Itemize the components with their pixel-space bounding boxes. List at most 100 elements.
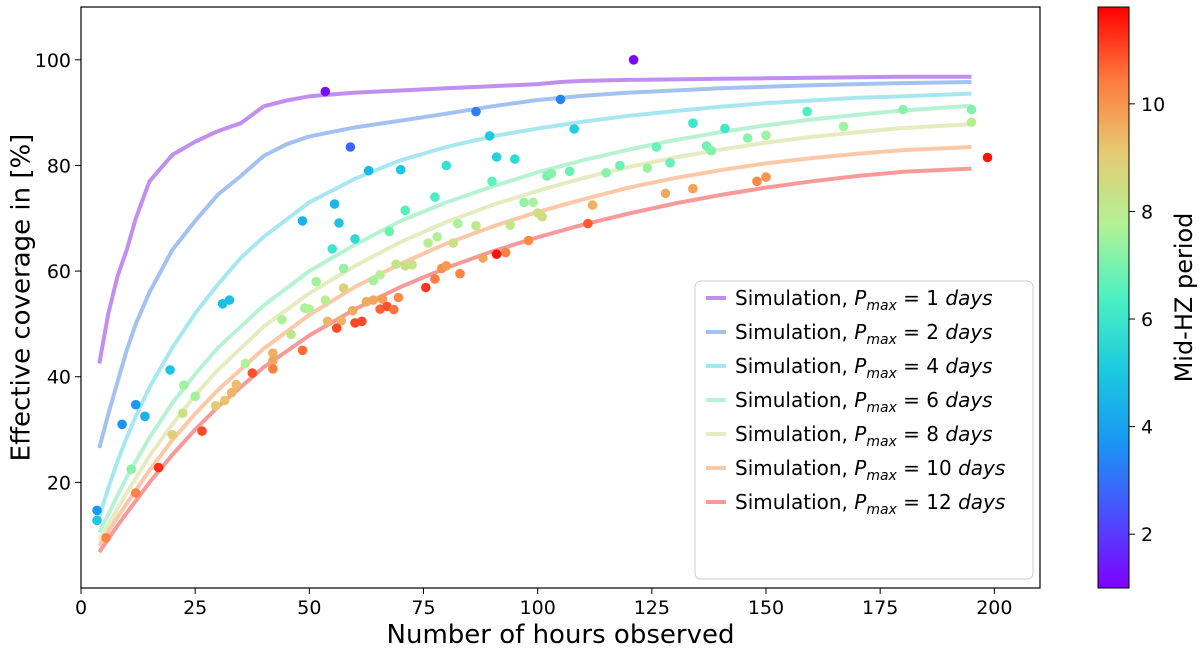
data-point [706,145,716,156]
data-point [491,249,502,259]
data-point [453,218,463,229]
data-point [101,533,111,543]
data-point [601,168,611,178]
simulation-lines [97,74,972,554]
data-point [519,197,529,208]
data-point [224,295,235,305]
data-point [268,348,278,358]
data-point [178,408,188,419]
data-point [92,505,102,516]
data-point [304,304,315,314]
data-point [564,166,575,177]
data-point [537,211,547,222]
series-line-3 [97,91,972,518]
data-point [336,315,347,326]
data-point [384,226,395,237]
colorbar-tick-label: 4 [1141,417,1153,439]
data-point [665,158,675,168]
data-point [117,419,127,430]
colorbar-tick-label: 2 [1141,524,1153,546]
data-point [569,124,579,134]
data-point [642,163,653,173]
data-point [430,192,440,202]
colorbar: 2 4 6 8 10 Mid-HZ period [1097,6,1198,589]
data-point [338,283,349,293]
data-point [487,176,497,187]
x-tick-label: 150 [748,597,784,619]
data-point [350,234,360,244]
observation-points [92,55,993,543]
data-point [478,253,488,263]
data-point [375,270,385,280]
data-point [982,152,993,163]
y-axis-ticks: 20 40 60 80 100 [35,50,81,494]
data-point [165,365,175,375]
data-point [268,356,278,366]
x-tick-label: 125 [634,597,670,619]
data-point [220,395,230,406]
x-axis-label: Number of hours observed [387,620,735,650]
y-tick-label: 40 [47,367,71,389]
data-point [179,380,189,391]
data-point [720,123,730,134]
colorbar-ticks: 2 4 6 8 10 [1129,94,1165,546]
y-axis-label: Effective coverage in [%] [7,134,37,462]
data-point [311,276,322,287]
x-tick-label: 100 [520,597,556,619]
data-point [131,399,141,410]
data-point [140,411,150,422]
data-point [277,314,287,325]
x-tick-label: 175 [862,597,898,619]
colorbar-tick-label: 6 [1141,309,1153,331]
data-point [615,160,625,171]
data-point [247,368,258,378]
data-point [628,55,639,65]
data-point [377,294,388,304]
data-point [322,316,333,327]
x-tick-label: 50 [297,597,321,619]
data-point [190,391,200,402]
legend-entry: Simulation, Pmax = 2 days [735,320,993,348]
data-point [505,220,516,230]
data-point [167,430,178,440]
data-point [331,323,342,333]
data-point [838,121,849,132]
data-point [688,183,698,194]
data-point [660,188,671,199]
series-line-4 [97,103,972,534]
x-tick-label: 75 [411,597,435,619]
data-point [197,426,207,436]
data-point [153,462,164,473]
data-point [500,247,511,258]
data-point [407,260,417,270]
data-point [210,401,221,411]
data-point [761,172,771,182]
series-line-2 [97,80,972,449]
data-point [357,316,367,327]
data-point [802,106,812,117]
data-point [421,282,431,293]
data-point [528,197,538,208]
data-point [338,263,349,274]
data-point [240,358,251,369]
data-point [761,130,771,141]
y-tick-label: 100 [35,50,71,72]
data-point [347,305,358,316]
series-line-5 [97,122,972,542]
data-point [546,168,557,179]
data-point [432,232,443,242]
data-point [555,94,566,105]
data-point [752,176,762,187]
colorbar-tick-label: 10 [1141,94,1165,116]
legend-entry: Simulation, Pmax = 10 days [735,456,1005,484]
data-point [583,218,593,229]
data-point [455,268,465,279]
colorbar-gradient [1097,6,1130,589]
data-point [484,131,495,141]
data-point [400,205,411,216]
colorbar-label: Mid-HZ period [1170,213,1198,383]
data-point [368,295,379,305]
data-point [966,117,977,127]
legend-box [694,280,1034,580]
